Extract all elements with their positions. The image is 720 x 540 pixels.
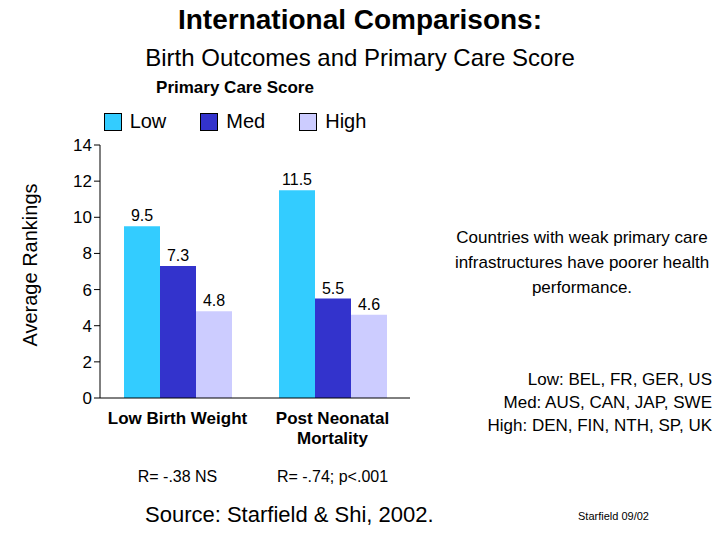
svg-text:10: 10 [73, 208, 92, 227]
svg-text:7.3: 7.3 [167, 247, 189, 264]
svg-text:9.5: 9.5 [131, 207, 153, 224]
svg-text:0: 0 [83, 389, 92, 408]
html-text:Primary Care Score: Primary Care Score [156, 78, 314, 97]
html-text:Average Rankings: Average Rankings [18, 183, 41, 347]
html-text:Starfield 09/02: Starfield 09/02 [578, 510, 649, 522]
svg-text:12: 12 [73, 172, 92, 191]
html-text:Source: Starfield & Shi, 2002.: Source: Starfield & Shi, 2002. [145, 502, 434, 527]
svg-text:6: 6 [83, 281, 92, 300]
html-text:High: DEN, FIN, NTH, SP, UK: High: DEN, FIN, NTH, SP, UK [487, 416, 712, 435]
svg-text:Post NeonatalMortality: Post NeonatalMortality [276, 409, 389, 448]
svg-text:R= -.74; p<.001: R= -.74; p<.001 [277, 468, 388, 485]
svg-text:14: 14 [73, 136, 92, 155]
html-text:Birth Outcomes and Primary Car: Birth Outcomes and Primary Care Score [145, 44, 575, 71]
svg-text:11.5: 11.5 [282, 171, 312, 188]
svg-text:4.8: 4.8 [203, 292, 225, 309]
svg-text:2: 2 [83, 353, 92, 372]
html-text:Med: Med [226, 110, 266, 132]
svg-text:8: 8 [83, 244, 92, 263]
svg-text:4: 4 [83, 317, 92, 336]
svg-text:R= -.38 NS: R= -.38 NS [138, 468, 218, 485]
svg-text:4.6: 4.6 [358, 296, 380, 313]
html-text:International Comparisons:: International Comparisons: [178, 4, 542, 35]
html-text:Med: AUS, CAN, JAP, SWE: Med: AUS, CAN, JAP, SWE [503, 393, 712, 412]
html-text:High: High [325, 110, 367, 132]
html-text:Countries with weak primary ca: Countries with weak primary care infrast… [454, 228, 710, 297]
html-text:Low: Low [129, 110, 167, 132]
html-text:Low: BEL, FR, GER, US: Low: BEL, FR, GER, US [527, 370, 712, 389]
svg-text:5.5: 5.5 [322, 280, 344, 297]
svg-text:Low Birth Weight: Low Birth Weight [108, 409, 248, 428]
